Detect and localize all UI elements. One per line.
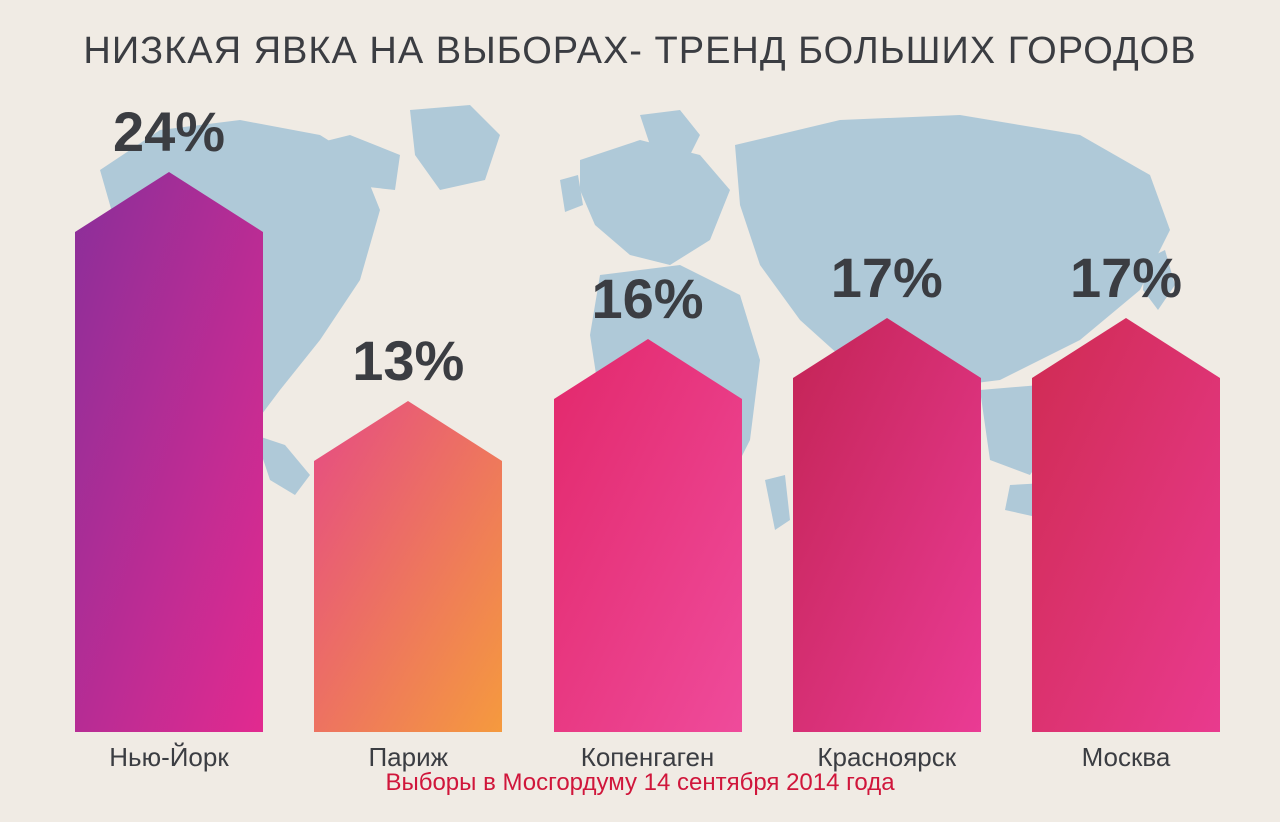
bar-value: 16% — [591, 266, 703, 331]
bar-shape — [75, 172, 263, 732]
bar-shape — [314, 401, 502, 732]
chart-footer: Выборы в Мосгордуму 14 сентября 2014 год… — [0, 769, 1280, 797]
chart-title: НИЗКАЯ ЯВКА НА ВЫБОРАХ- ТРЕНД БОЛЬШИХ ГО… — [60, 30, 1220, 73]
bar-group: 17%Москва — [1032, 245, 1220, 732]
bar-value: 17% — [1070, 245, 1182, 310]
bar-shape — [793, 318, 981, 732]
bar-group: 24%Нью-Йорк — [75, 99, 263, 732]
bar-value: 13% — [352, 328, 464, 393]
bar-group: 16%Копенгаген — [554, 266, 742, 732]
infographic-container: НИЗКАЯ ЯВКА НА ВЫБОРАХ- ТРЕНД БОЛЬШИХ ГО… — [0, 0, 1280, 822]
bar-shape — [554, 339, 742, 732]
bar-group: 13%Париж — [314, 328, 502, 732]
bar-value: 24% — [113, 99, 225, 164]
bar-group: 17%Красноярск — [793, 245, 981, 732]
bar-value: 17% — [831, 245, 943, 310]
bars-area: 24%Нью-Йорк13%Париж16%Копенгаген17%Красн… — [75, 115, 1220, 732]
bar-shape — [1032, 318, 1220, 732]
